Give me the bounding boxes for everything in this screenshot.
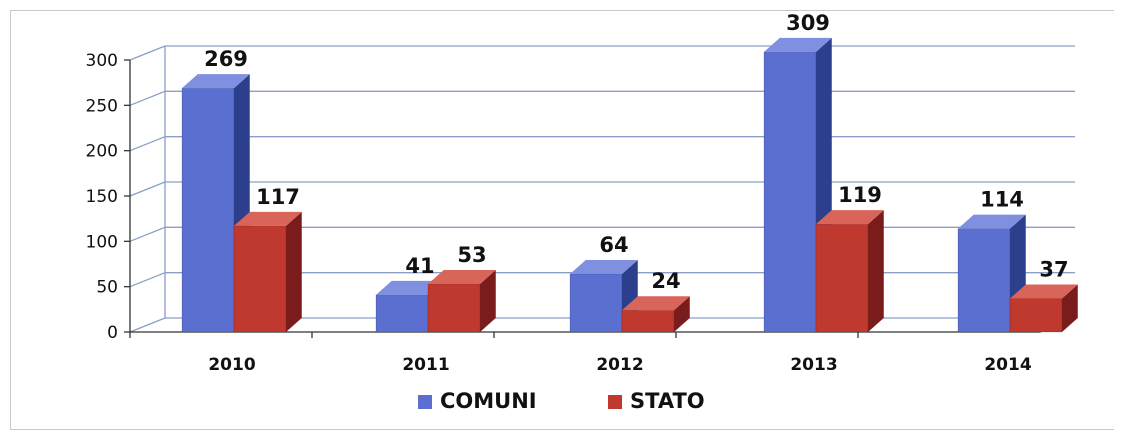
bar-front — [375, 294, 429, 333]
bar-top — [182, 74, 250, 89]
data-label: 119 — [838, 183, 882, 207]
bar-side — [868, 210, 884, 332]
bar-top — [570, 259, 638, 274]
data-label: 269 — [204, 47, 248, 71]
gridline-side — [129, 136, 166, 152]
bar-comuni — [569, 259, 638, 333]
data-label: 117 — [256, 185, 300, 209]
bar-side — [286, 211, 302, 332]
data-labels: 269 117 41 53 64 24 309 119 114 37 — [204, 11, 1069, 293]
data-label: 64 — [599, 233, 628, 257]
bar-front — [1009, 298, 1063, 333]
bar-top — [1010, 284, 1078, 299]
bar-stato — [815, 210, 884, 333]
y-tick-label: 150 — [86, 187, 118, 207]
data-label: 53 — [457, 243, 486, 267]
y-tick-label: 200 — [86, 142, 118, 162]
gridline-side — [129, 226, 166, 242]
bar-side — [674, 296, 690, 332]
gridline-side — [129, 90, 166, 106]
legend-swatch-comuni — [418, 395, 432, 409]
data-label: 309 — [786, 11, 830, 35]
data-label: 37 — [1039, 257, 1068, 281]
bar-top — [376, 280, 444, 295]
bar-side — [1062, 284, 1078, 332]
data-label: 24 — [651, 269, 680, 293]
bar-stato — [233, 211, 302, 333]
bar-side — [480, 269, 496, 332]
data-label: 114 — [980, 188, 1024, 212]
bar-top — [958, 214, 1026, 229]
bar-front — [181, 87, 235, 333]
legend-label-comuni: COMUNI — [440, 389, 537, 413]
data-label: 41 — [405, 254, 434, 278]
gridline-side — [129, 317, 166, 333]
bar-front — [427, 283, 481, 333]
bar-front — [621, 309, 675, 333]
bar-top — [622, 296, 690, 311]
bar-front — [569, 273, 623, 333]
legend-label-stato: STATO — [630, 389, 705, 413]
x-tick-label: 2011 — [402, 355, 449, 375]
x-tick-label: 2012 — [596, 355, 643, 375]
y-tick-label: 50 — [96, 278, 118, 298]
bar-stato — [427, 269, 496, 333]
chart-frame — [10, 10, 1114, 430]
x-tick-label: 2013 — [790, 355, 837, 375]
bar-stato — [1009, 284, 1078, 333]
gridline-side — [129, 272, 166, 288]
bar-front — [233, 225, 287, 333]
y-tick-label: 100 — [86, 232, 118, 252]
bar-stato — [621, 296, 690, 333]
y-tick-label: 0 — [107, 323, 118, 343]
gridline-side — [129, 181, 166, 197]
legend-swatch-stato — [608, 395, 622, 409]
gridlines — [129, 45, 1075, 333]
legend: COMUNI STATO — [418, 389, 705, 413]
y-tick-label: 250 — [86, 96, 118, 116]
x-tick-label: 2010 — [208, 355, 255, 375]
bar-front — [957, 228, 1011, 333]
y-tick-label: 300 — [86, 51, 118, 71]
gridline-side — [129, 45, 166, 61]
bar-top — [816, 210, 884, 225]
bar-top — [428, 269, 496, 284]
bar-top — [764, 37, 832, 52]
bar-front — [815, 223, 869, 333]
bar-top — [234, 211, 302, 226]
bars — [181, 37, 1078, 333]
bar-comuni — [763, 37, 832, 333]
bar-front — [763, 51, 817, 333]
x-tick-label: 2014 — [984, 355, 1031, 375]
